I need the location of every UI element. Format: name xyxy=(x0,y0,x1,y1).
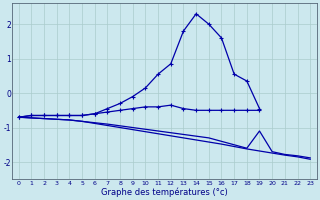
X-axis label: Graphe des températures (°c): Graphe des températures (°c) xyxy=(101,187,228,197)
